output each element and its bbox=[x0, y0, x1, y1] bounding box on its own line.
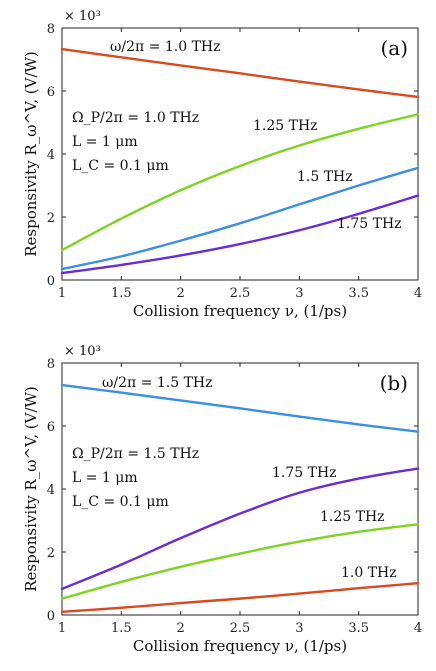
panel-label: (a) bbox=[380, 36, 408, 60]
plot-frame bbox=[61, 27, 419, 281]
x-tick-label: 2 bbox=[177, 286, 185, 301]
x-tick-label: 2.5 bbox=[230, 286, 251, 301]
chart-panel-a: 1 1.5 2 2.5 3 3.5 4 0 2 4 6 8 × 10³ Collision frequen… bbox=[22, 9, 422, 320]
series-line-2 bbox=[60, 166, 420, 271]
x-tick-label: 3.5 bbox=[348, 621, 369, 636]
y-tick-label: 2 bbox=[47, 546, 55, 561]
series-label-3: 1.0 THz bbox=[341, 565, 397, 581]
series-label-2: 1.25 THz bbox=[320, 509, 385, 525]
y-tick-label: 6 bbox=[47, 85, 55, 100]
x-tick-label: 4 bbox=[414, 621, 422, 636]
series-label-0: ω/2π = 1.0 THz bbox=[110, 39, 221, 55]
x-tick-label: 2.5 bbox=[230, 621, 251, 636]
series-line-2 bbox=[60, 523, 420, 600]
parameter-annotation-1: L = 1 μm bbox=[72, 134, 138, 150]
parameter-annotation-0: Ω_P/2π = 1.0 THz bbox=[72, 110, 199, 126]
y-tick-label: 0 bbox=[47, 609, 55, 624]
series-line-0 bbox=[60, 47, 420, 99]
parameter-annotation-0: Ω_P/2π = 1.5 THz bbox=[72, 446, 199, 462]
x-tick-label: 1 bbox=[58, 286, 66, 301]
y-axis-label: Responsivity R_ω^V, (V/W) bbox=[22, 386, 40, 592]
x-tick-label: 3 bbox=[295, 621, 303, 636]
x-tick-label: 1.5 bbox=[111, 286, 132, 301]
series-label-2: 1.5 THz bbox=[297, 169, 353, 185]
y-tick-label: 8 bbox=[47, 357, 55, 372]
parameter-annotation-2: L_C = 0.1 μm bbox=[72, 494, 169, 510]
y-tick-label: 4 bbox=[47, 483, 55, 498]
series-line-1 bbox=[60, 113, 420, 252]
x-tick-label: 4 bbox=[414, 286, 422, 301]
x-tick-label: 3.5 bbox=[348, 286, 369, 301]
y-tick-label: 6 bbox=[47, 420, 55, 435]
chart-panel-b: 1 1.5 2 2.5 3 3.5 4 0 2 4 6 8 × 10³ Collision frequen… bbox=[22, 344, 422, 655]
x-tick-label: 3 bbox=[295, 286, 303, 301]
x-axis-label: Collision frequency ν, (1/ps) bbox=[133, 637, 347, 655]
x-tick-label: 1.5 bbox=[111, 621, 132, 636]
parameter-annotation-2: L_C = 0.1 μm bbox=[72, 158, 169, 174]
y-tick-label: 8 bbox=[47, 22, 55, 37]
x-tick-label: 1 bbox=[58, 621, 66, 636]
axis-multiplier: × 10³ bbox=[64, 9, 101, 24]
panel-label: (b) bbox=[380, 371, 408, 395]
x-tick-label: 2 bbox=[177, 621, 185, 636]
parameter-annotation-1: L = 1 μm bbox=[72, 470, 138, 486]
series-label-3: 1.75 THz bbox=[337, 216, 402, 232]
series-line-1 bbox=[60, 467, 420, 591]
series-label-1: 1.25 THz bbox=[253, 118, 318, 134]
series-label-1: 1.75 THz bbox=[272, 465, 337, 481]
y-tick-label: 2 bbox=[47, 211, 55, 226]
y-tick-label: 4 bbox=[47, 148, 55, 163]
series-line-0 bbox=[60, 383, 420, 433]
series-line-3 bbox=[60, 194, 420, 275]
x-axis-label: Collision frequency ν, (1/ps) bbox=[133, 302, 347, 320]
axis-multiplier: × 10³ bbox=[64, 344, 101, 359]
y-axis-label: Responsivity R_ω^V, (V/W) bbox=[22, 51, 40, 257]
series-line-3 bbox=[60, 581, 420, 614]
y-tick-label: 0 bbox=[47, 274, 55, 289]
series-label-0: ω/2π = 1.5 THz bbox=[102, 375, 213, 391]
